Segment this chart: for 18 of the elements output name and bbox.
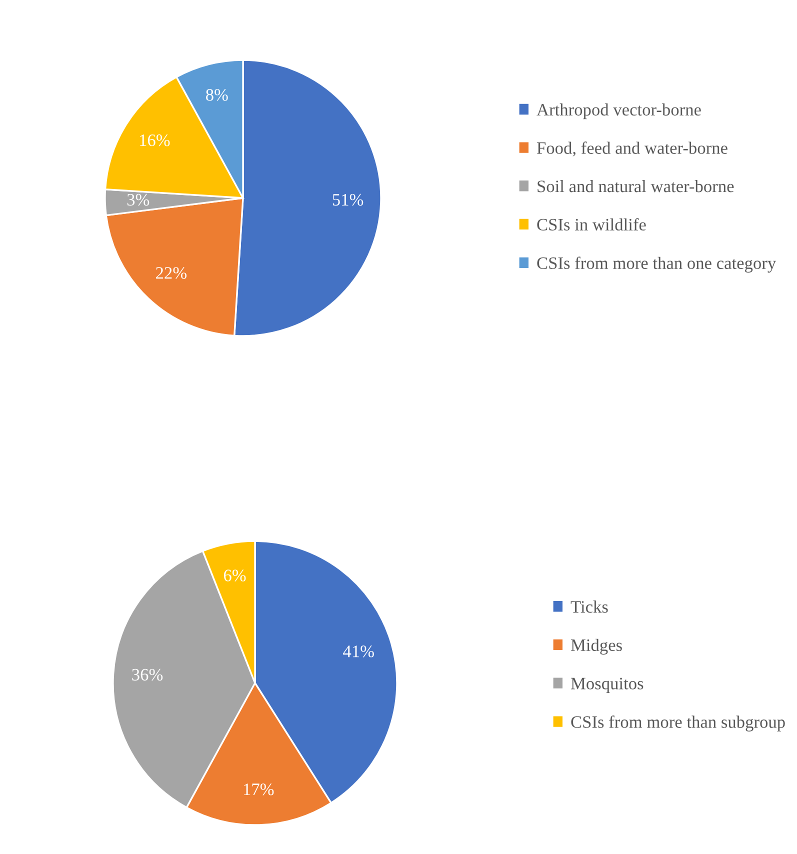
data-label: 17% — [244, 783, 274, 796]
legend-label: Food, feed and water-borne — [536, 142, 728, 156]
data-label: 8% — [206, 89, 228, 101]
legend-label: CSIs from more than subgroup — [571, 716, 785, 732]
data-label: 6% — [224, 570, 246, 582]
legend-label: CSIs in wildlife — [537, 218, 646, 231]
data-label: 16% — [140, 134, 170, 146]
legend-label: Soil and natural water-borne — [538, 180, 734, 192]
data-label: 51% — [332, 194, 364, 206]
legend-label: Mosquitos — [570, 678, 644, 693]
data-label: 36% — [132, 668, 163, 681]
data-label: 3% — [127, 194, 150, 206]
legend-label: Arthropod vector-borne — [536, 103, 701, 120]
legend-label: Ticks — [570, 600, 608, 613]
legend-label: CSIs from more than one category — [537, 256, 776, 273]
legend-label: Midges — [570, 638, 622, 655]
data-label: 22% — [156, 267, 187, 279]
data-label: 41% — [343, 646, 374, 658]
